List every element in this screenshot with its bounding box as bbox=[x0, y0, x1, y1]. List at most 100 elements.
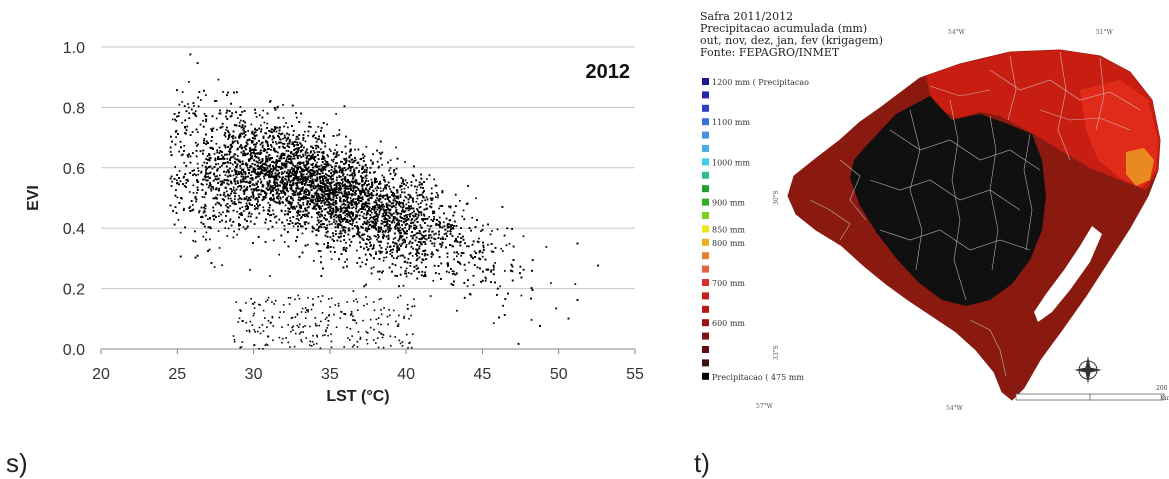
scatter-point bbox=[213, 210, 215, 212]
scatter-point bbox=[196, 192, 198, 194]
scatter-point bbox=[336, 135, 338, 137]
scatter-point bbox=[396, 213, 398, 215]
scatter-point bbox=[272, 173, 274, 175]
scatter-point bbox=[424, 271, 426, 273]
scatter-point bbox=[384, 206, 386, 208]
scatter-point bbox=[260, 125, 262, 127]
scatter-point bbox=[502, 250, 504, 252]
scatter-point bbox=[399, 227, 401, 229]
scatter-point bbox=[317, 126, 319, 128]
scatter-point bbox=[176, 116, 178, 118]
scatter-point bbox=[204, 113, 206, 115]
scatter-point bbox=[324, 226, 326, 228]
scatter-point bbox=[381, 164, 383, 166]
scatter-point bbox=[426, 178, 428, 180]
scatter-point bbox=[404, 227, 406, 229]
scatter-point bbox=[219, 221, 221, 223]
scatter-point bbox=[202, 196, 204, 198]
scatter-point bbox=[355, 198, 357, 200]
scatter-point bbox=[531, 319, 533, 321]
scatter-point bbox=[406, 197, 408, 199]
scatter-point bbox=[432, 280, 434, 282]
scatter-point bbox=[298, 176, 300, 178]
scatter-point bbox=[222, 211, 224, 213]
scatter-point bbox=[268, 202, 270, 204]
scatter-point bbox=[348, 222, 350, 224]
scatter-point bbox=[307, 244, 309, 246]
scatter-point bbox=[188, 107, 190, 109]
scatter-point bbox=[413, 270, 415, 272]
scatter-point bbox=[401, 183, 403, 185]
scatter-point bbox=[225, 205, 227, 207]
scatter-point bbox=[397, 256, 399, 258]
scatter-point bbox=[351, 224, 353, 226]
scatter-point bbox=[313, 150, 315, 152]
scatter-point bbox=[288, 195, 290, 197]
scatter-point bbox=[493, 251, 495, 253]
scatter-point bbox=[379, 231, 381, 233]
scatter-point bbox=[353, 290, 355, 292]
scatter-point bbox=[275, 172, 277, 174]
scatter-point bbox=[457, 253, 459, 255]
scatter-point bbox=[400, 230, 402, 232]
scatter-point bbox=[400, 194, 402, 196]
scatter-point bbox=[381, 251, 383, 253]
scatter-point bbox=[349, 203, 351, 205]
scatter-point bbox=[453, 258, 455, 260]
scatter-point bbox=[254, 129, 256, 131]
scatter-point bbox=[382, 270, 384, 272]
scatter-point bbox=[238, 195, 240, 197]
scatter-point bbox=[231, 170, 233, 172]
scatter-point bbox=[445, 238, 447, 240]
scatter-point bbox=[263, 178, 265, 180]
scatter-point bbox=[299, 188, 301, 190]
scatter-point bbox=[478, 238, 480, 240]
scatter-point bbox=[193, 185, 195, 187]
scatter-point bbox=[408, 229, 410, 231]
scatter-point bbox=[210, 188, 212, 190]
scatter-point bbox=[285, 122, 287, 124]
scatter-point bbox=[447, 230, 449, 232]
scatter-point bbox=[226, 235, 228, 237]
scatter-point bbox=[473, 284, 475, 286]
scatter-point bbox=[437, 196, 439, 198]
scatter-point bbox=[314, 174, 316, 176]
scatter-point bbox=[317, 171, 319, 173]
scatter-point bbox=[375, 199, 377, 201]
scatter-point bbox=[230, 198, 232, 200]
scatter-point bbox=[428, 231, 430, 233]
scatter-point bbox=[343, 249, 345, 251]
scatter-point bbox=[407, 214, 409, 216]
scatter-point bbox=[207, 218, 209, 220]
x-tick-label: 35 bbox=[321, 366, 339, 383]
scatter-point bbox=[333, 221, 335, 223]
scatter-point bbox=[363, 213, 365, 215]
scatter-point bbox=[262, 110, 264, 112]
x-axis-title: LST (°C) bbox=[326, 388, 389, 405]
scatter-point bbox=[296, 117, 298, 119]
scatter-point bbox=[412, 201, 414, 203]
scatter-point bbox=[387, 246, 389, 248]
scatter-point bbox=[457, 236, 459, 238]
x-tick-label: 20 bbox=[92, 366, 110, 383]
scatter-point bbox=[285, 140, 287, 142]
scatter-point bbox=[402, 239, 404, 241]
scatter-point bbox=[233, 237, 235, 239]
scatter-point bbox=[295, 138, 297, 140]
scatter-point bbox=[373, 246, 375, 248]
scatter-point bbox=[387, 228, 389, 230]
scatter-point bbox=[251, 124, 253, 126]
scatter-point bbox=[234, 140, 236, 142]
scatter-point bbox=[380, 153, 382, 155]
scatter-point bbox=[272, 139, 274, 141]
x-tick-label: 55 bbox=[626, 366, 644, 383]
scatter-point bbox=[195, 110, 197, 112]
scatter-point bbox=[493, 267, 495, 269]
scatter-point bbox=[366, 167, 368, 169]
scatter-point bbox=[491, 230, 493, 232]
scatter-point bbox=[241, 206, 243, 208]
scatter-point bbox=[485, 280, 487, 282]
scatter-point bbox=[521, 295, 523, 297]
scatter-point bbox=[444, 233, 446, 235]
scatter-point bbox=[349, 161, 351, 163]
